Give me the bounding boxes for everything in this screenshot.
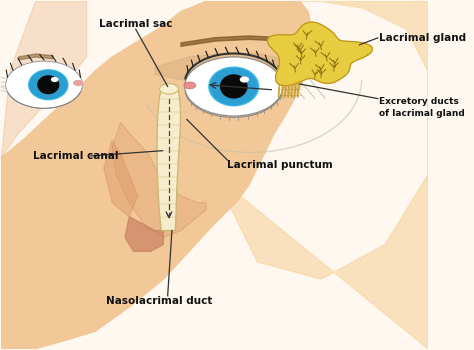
Polygon shape — [112, 123, 206, 238]
Ellipse shape — [184, 82, 196, 89]
Text: Lacrimal punctum: Lacrimal punctum — [228, 160, 333, 170]
Text: Excretory ducts
of lacrimal gland: Excretory ducts of lacrimal gland — [379, 97, 465, 118]
Ellipse shape — [37, 75, 59, 94]
Text: Lacrimal gland: Lacrimal gland — [379, 33, 466, 43]
Ellipse shape — [208, 66, 259, 106]
Ellipse shape — [73, 80, 83, 86]
Polygon shape — [104, 140, 138, 217]
Polygon shape — [155, 54, 309, 85]
Ellipse shape — [240, 76, 249, 83]
Ellipse shape — [185, 57, 283, 116]
Polygon shape — [157, 90, 181, 231]
Ellipse shape — [51, 77, 58, 82]
Polygon shape — [125, 217, 164, 251]
Ellipse shape — [29, 70, 67, 99]
Ellipse shape — [210, 68, 258, 105]
Polygon shape — [215, 1, 428, 349]
Polygon shape — [267, 22, 373, 86]
Polygon shape — [1, 1, 313, 349]
Ellipse shape — [220, 74, 247, 99]
Ellipse shape — [160, 84, 178, 94]
Text: Lacrimal canal: Lacrimal canal — [33, 151, 119, 161]
Ellipse shape — [6, 61, 82, 108]
Text: Lacrimal sac: Lacrimal sac — [99, 19, 173, 29]
Ellipse shape — [28, 69, 69, 100]
Polygon shape — [1, 1, 87, 158]
Text: Nasolacrimal duct: Nasolacrimal duct — [106, 296, 212, 306]
